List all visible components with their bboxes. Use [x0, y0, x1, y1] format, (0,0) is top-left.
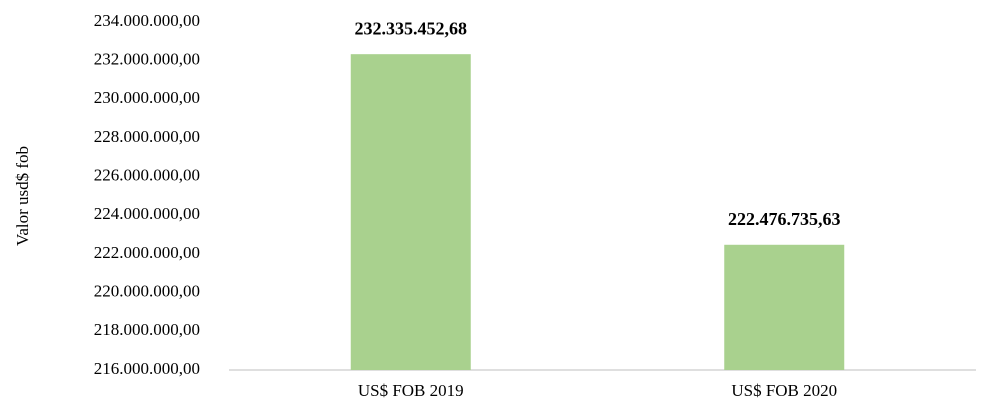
value-label: 232.335.452,68 — [355, 18, 468, 38]
y-tick-label: 234.000.000,00 — [94, 11, 200, 30]
x-tick-label: US$ FOB 2020 — [731, 381, 837, 400]
y-axis-label: Valor usd$ fob — [13, 146, 32, 246]
x-tick-label: US$ FOB 2019 — [358, 381, 464, 400]
y-tick-label: 226.000.000,00 — [94, 166, 200, 185]
y-tick-label: 230.000.000,00 — [94, 88, 200, 107]
y-tick-label: 216.000.000,00 — [94, 359, 200, 378]
y-tick-label: 228.000.000,00 — [94, 127, 200, 146]
y-tick-label: 220.000.000,00 — [94, 282, 200, 301]
y-tick-label: 232.000.000,00 — [94, 50, 200, 69]
value-label: 222.476.735,63 — [728, 209, 841, 229]
y-tick-label: 224.000.000,00 — [94, 204, 200, 223]
bar — [350, 54, 471, 371]
y-tick-label: 222.000.000,00 — [94, 243, 200, 262]
y-tick-label: 218.000.000,00 — [94, 320, 200, 339]
bar — [724, 244, 845, 370]
